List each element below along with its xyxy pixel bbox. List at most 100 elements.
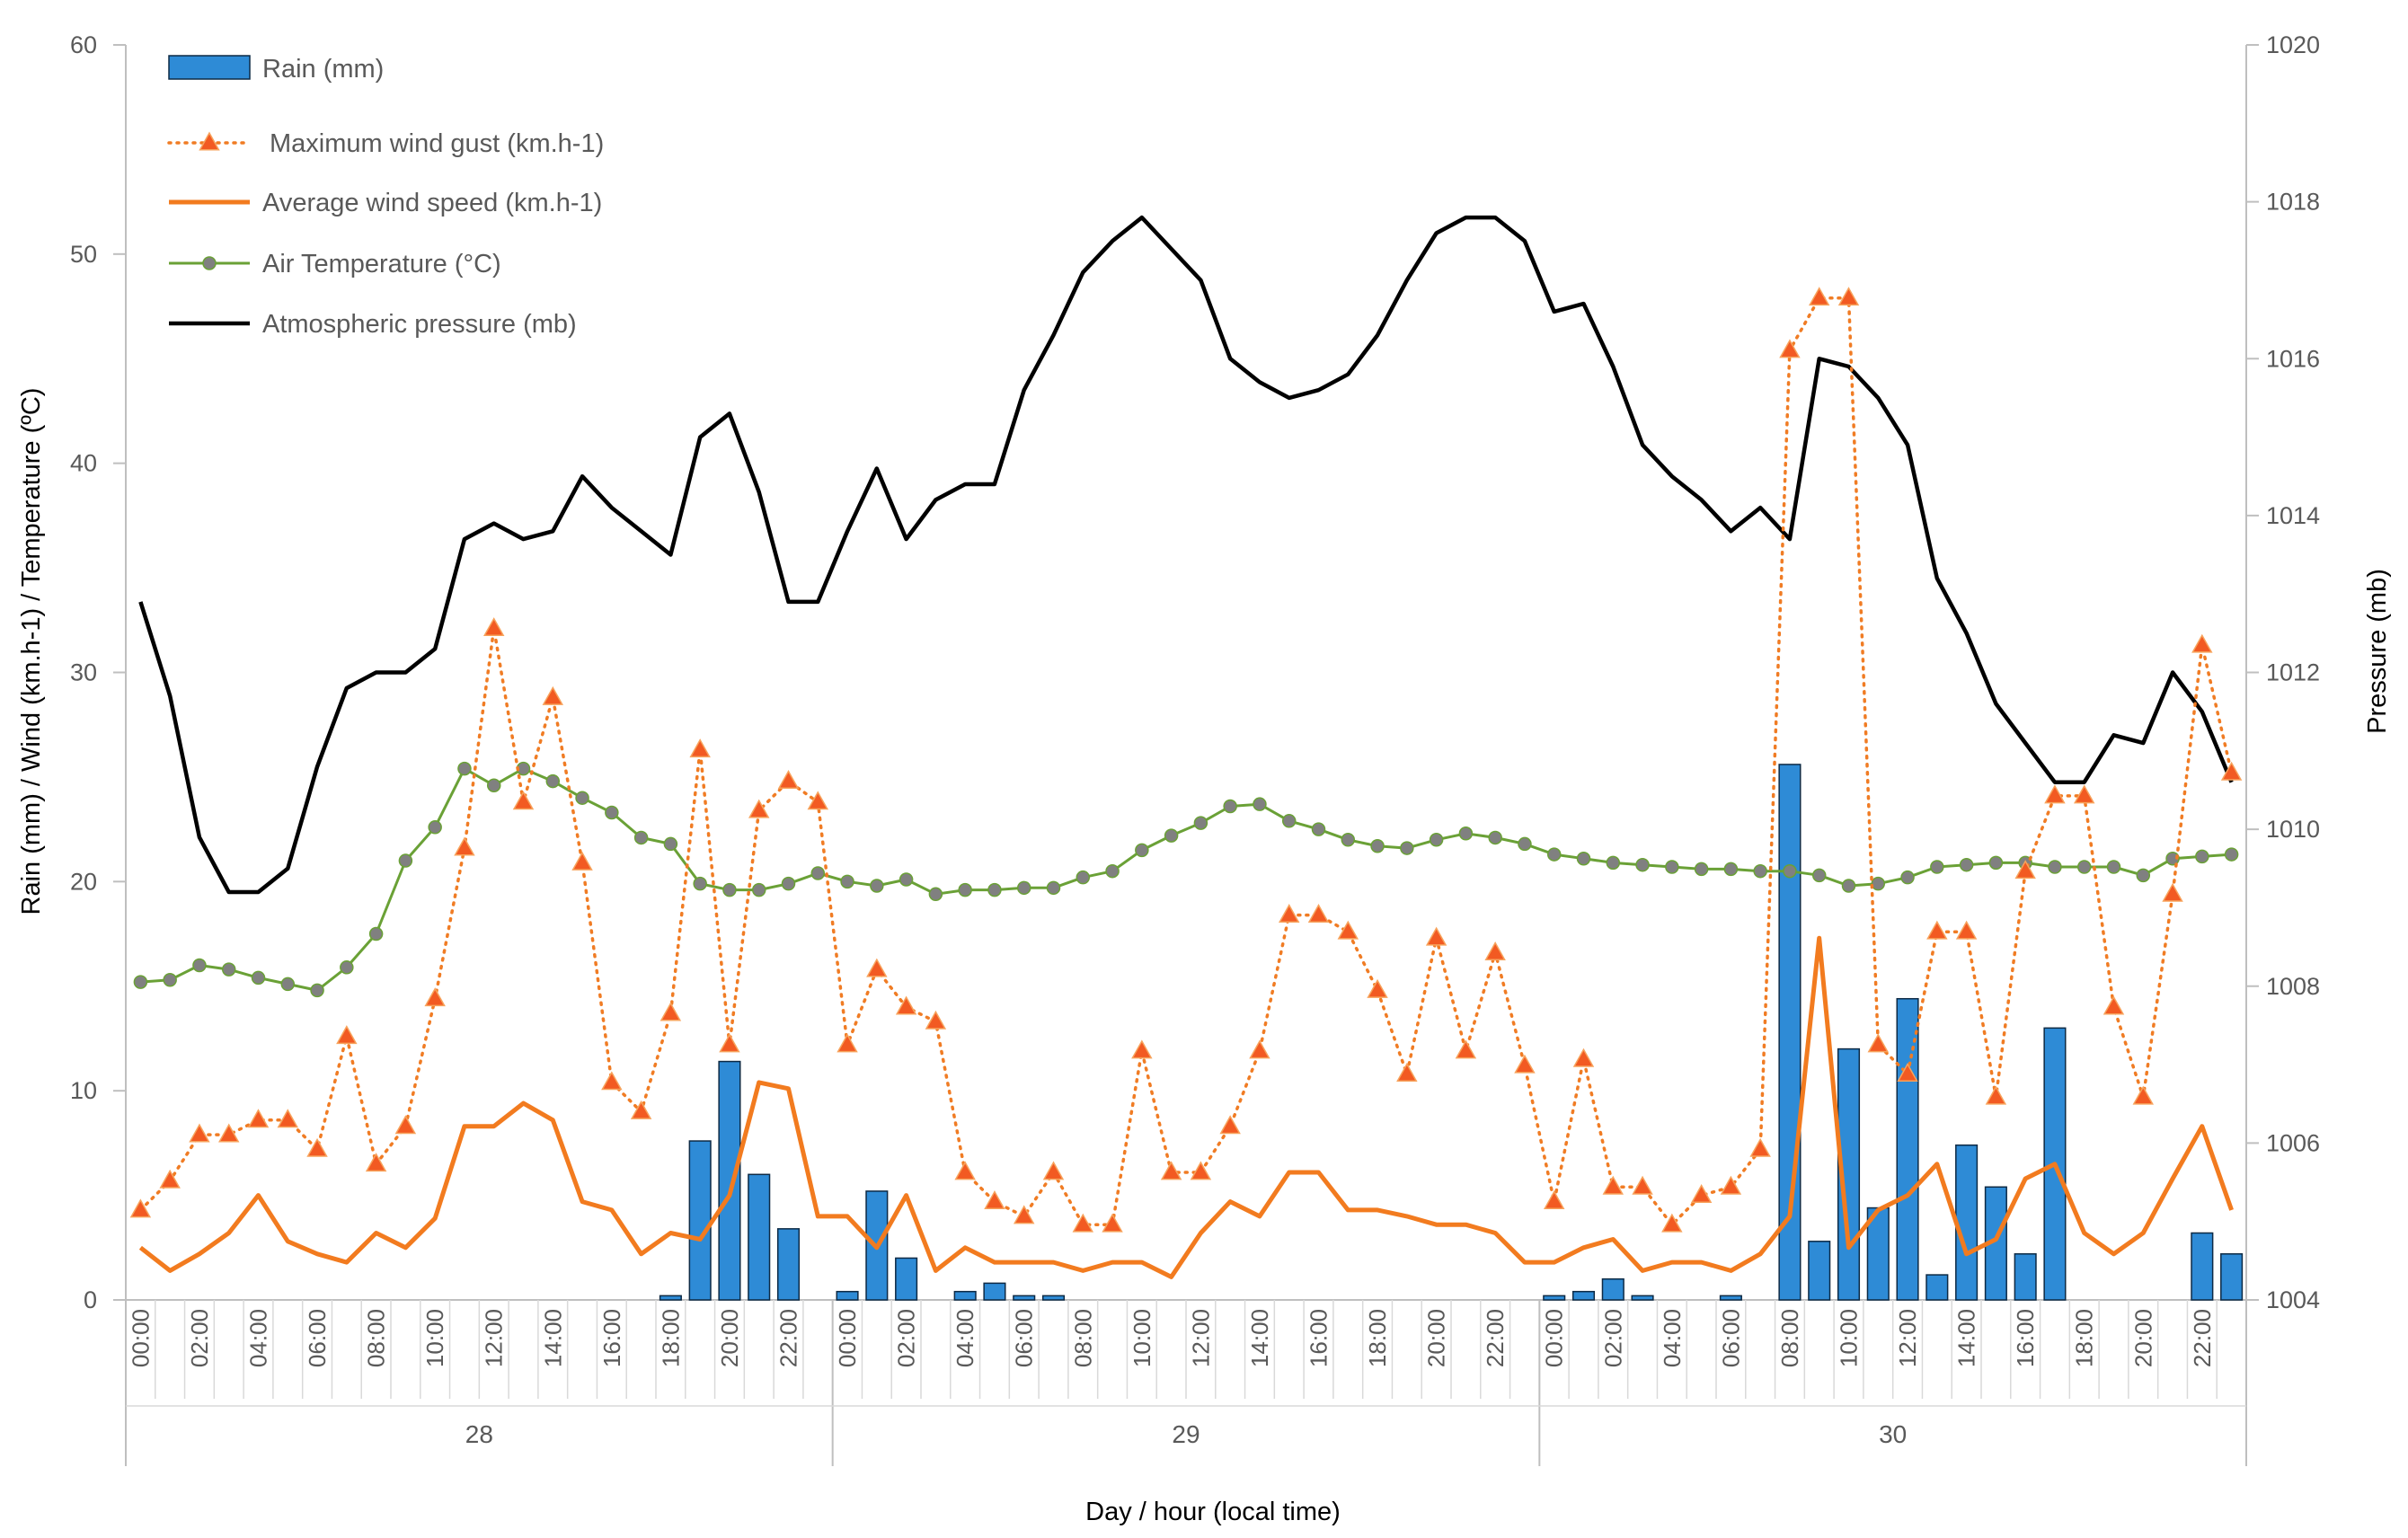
rain-bar [1896, 997, 1919, 1301]
temperature-marker [2224, 847, 2239, 862]
temperature-marker [1988, 855, 2004, 871]
legend-temp-marker [202, 256, 217, 270]
wind-gust-marker [306, 1137, 328, 1157]
x-tick-label: 14:00 [1246, 1309, 1273, 1367]
temperature-line [140, 767, 2232, 992]
wind-gust-marker [2073, 784, 2095, 804]
rain-bar [776, 1228, 801, 1301]
temperature-marker [1606, 855, 1621, 871]
y2-tick-label: 1014 [2266, 502, 2320, 529]
y2-tick-label: 1018 [2266, 189, 2320, 216]
wind-gust-marker [807, 791, 829, 810]
y2-tick-label: 1012 [2266, 659, 2320, 686]
x-tick-label: 16:00 [1306, 1309, 1332, 1367]
rain-bar [1013, 1295, 1036, 1301]
wind-gust-marker [2103, 995, 2125, 1015]
temperature-marker [958, 882, 972, 897]
wind-gust-marker [1514, 1054, 1536, 1074]
axes: 0102030405060100410061008101010121014101… [70, 31, 2320, 1466]
temperature-marker [722, 882, 737, 897]
x-tick-label: 16:00 [598, 1309, 625, 1367]
wind-gust-marker [2220, 761, 2243, 781]
x-tick-label: 04:00 [952, 1309, 978, 1367]
temperature-marker [1105, 863, 1120, 879]
temperature-marker [1016, 880, 1031, 896]
rain-bar [953, 1290, 977, 1301]
wind-gust-marker [1808, 287, 1830, 306]
wind-gust-marker [1632, 1175, 1653, 1195]
temperature-marker [1753, 863, 1767, 879]
temperature-marker [486, 778, 501, 792]
wind-gust-marker [454, 836, 475, 856]
wind-gust-marker [925, 1010, 947, 1030]
temperature-marker [870, 879, 884, 893]
temperature-marker [2195, 849, 2209, 864]
temperature-marker [1723, 862, 1739, 877]
pressure-line [138, 215, 2234, 895]
wind-gust-marker [837, 1033, 858, 1053]
day-label: 30 [1879, 1420, 1907, 1448]
legend-gust-marker [199, 131, 220, 151]
x-tick-label: 22:00 [2189, 1309, 2216, 1367]
rain-bar [2220, 1253, 2244, 1301]
wind-gust-marker [336, 1025, 358, 1045]
wind-gust-marker [1602, 1175, 1625, 1195]
wind-gust-marker [1425, 926, 1447, 946]
x-tick-label: 14:00 [539, 1309, 566, 1367]
x-tick-label: 02:00 [186, 1309, 213, 1367]
x-tick-label: 02:00 [893, 1309, 920, 1367]
x-tick-label: 00:00 [127, 1309, 154, 1367]
wind-gust-marker [1367, 978, 1388, 998]
x-tick-label: 16:00 [2012, 1309, 2039, 1367]
temperature-marker [1635, 857, 1650, 872]
wind-gust-marker [1337, 920, 1359, 940]
wind-gust-marker [1985, 1085, 2007, 1105]
y2-tick-label: 1016 [2266, 345, 2320, 372]
wind-gust-marker [689, 738, 711, 758]
wind-gust-marker [630, 1100, 652, 1119]
y-tick-label: 40 [70, 450, 97, 477]
legend-temp-label: Air Temperature (°C) [262, 250, 501, 278]
rain-bar [895, 1257, 918, 1301]
temperature-marker [1458, 826, 1474, 841]
temperature-marker [693, 876, 707, 891]
y2-tick-label: 1020 [2266, 31, 2320, 58]
y-axis-title: Rain (mm) / Wind (km.h-1) / Temperature … [17, 388, 46, 915]
wind-gust-marker [129, 1198, 152, 1218]
temperature-marker [368, 926, 384, 941]
wind-speed-line [138, 935, 2234, 1279]
rain-bar [1955, 1144, 1979, 1301]
x-tick-label: 20:00 [1423, 1309, 1450, 1367]
rain-bar [1926, 1274, 1949, 1301]
temperature-marker [1811, 868, 1827, 883]
wind-gust-marker [777, 770, 800, 790]
temperature-marker [899, 872, 914, 887]
temperature-marker [1193, 816, 1208, 830]
y-tick-label: 0 [84, 1286, 97, 1313]
wind-gust-marker [1720, 1175, 1742, 1195]
temperature-marker [2106, 860, 2121, 874]
temperature-marker [2136, 868, 2151, 883]
wind-gust-marker [866, 958, 888, 977]
temperature-marker [1900, 870, 1915, 885]
wind-gust-marker [1455, 1039, 1477, 1059]
temperature-marker [251, 970, 266, 986]
x-tick-label: 02:00 [1599, 1309, 1626, 1367]
rain-bar [1571, 1290, 1596, 1301]
wind-gust-marker [189, 1123, 210, 1143]
wind-gust-marker [1396, 1063, 1418, 1082]
wind-gust-marker [394, 1115, 417, 1135]
wind-gust-marker [1661, 1213, 1683, 1233]
wind-gust-marker [601, 1071, 623, 1091]
temperature-marker [545, 773, 561, 789]
temperature-marker [1841, 879, 1856, 893]
wind-gust-marker [1190, 1161, 1212, 1180]
wind-gust-marker [277, 1109, 299, 1128]
y2-tick-label: 1010 [2266, 816, 2320, 843]
x-tick-label: 14:00 [1953, 1309, 1980, 1367]
y-tick-label: 30 [70, 659, 97, 686]
wind-gust-marker [1013, 1205, 1035, 1224]
rain-bar [1719, 1295, 1742, 1301]
temperature-marker [1783, 863, 1797, 879]
